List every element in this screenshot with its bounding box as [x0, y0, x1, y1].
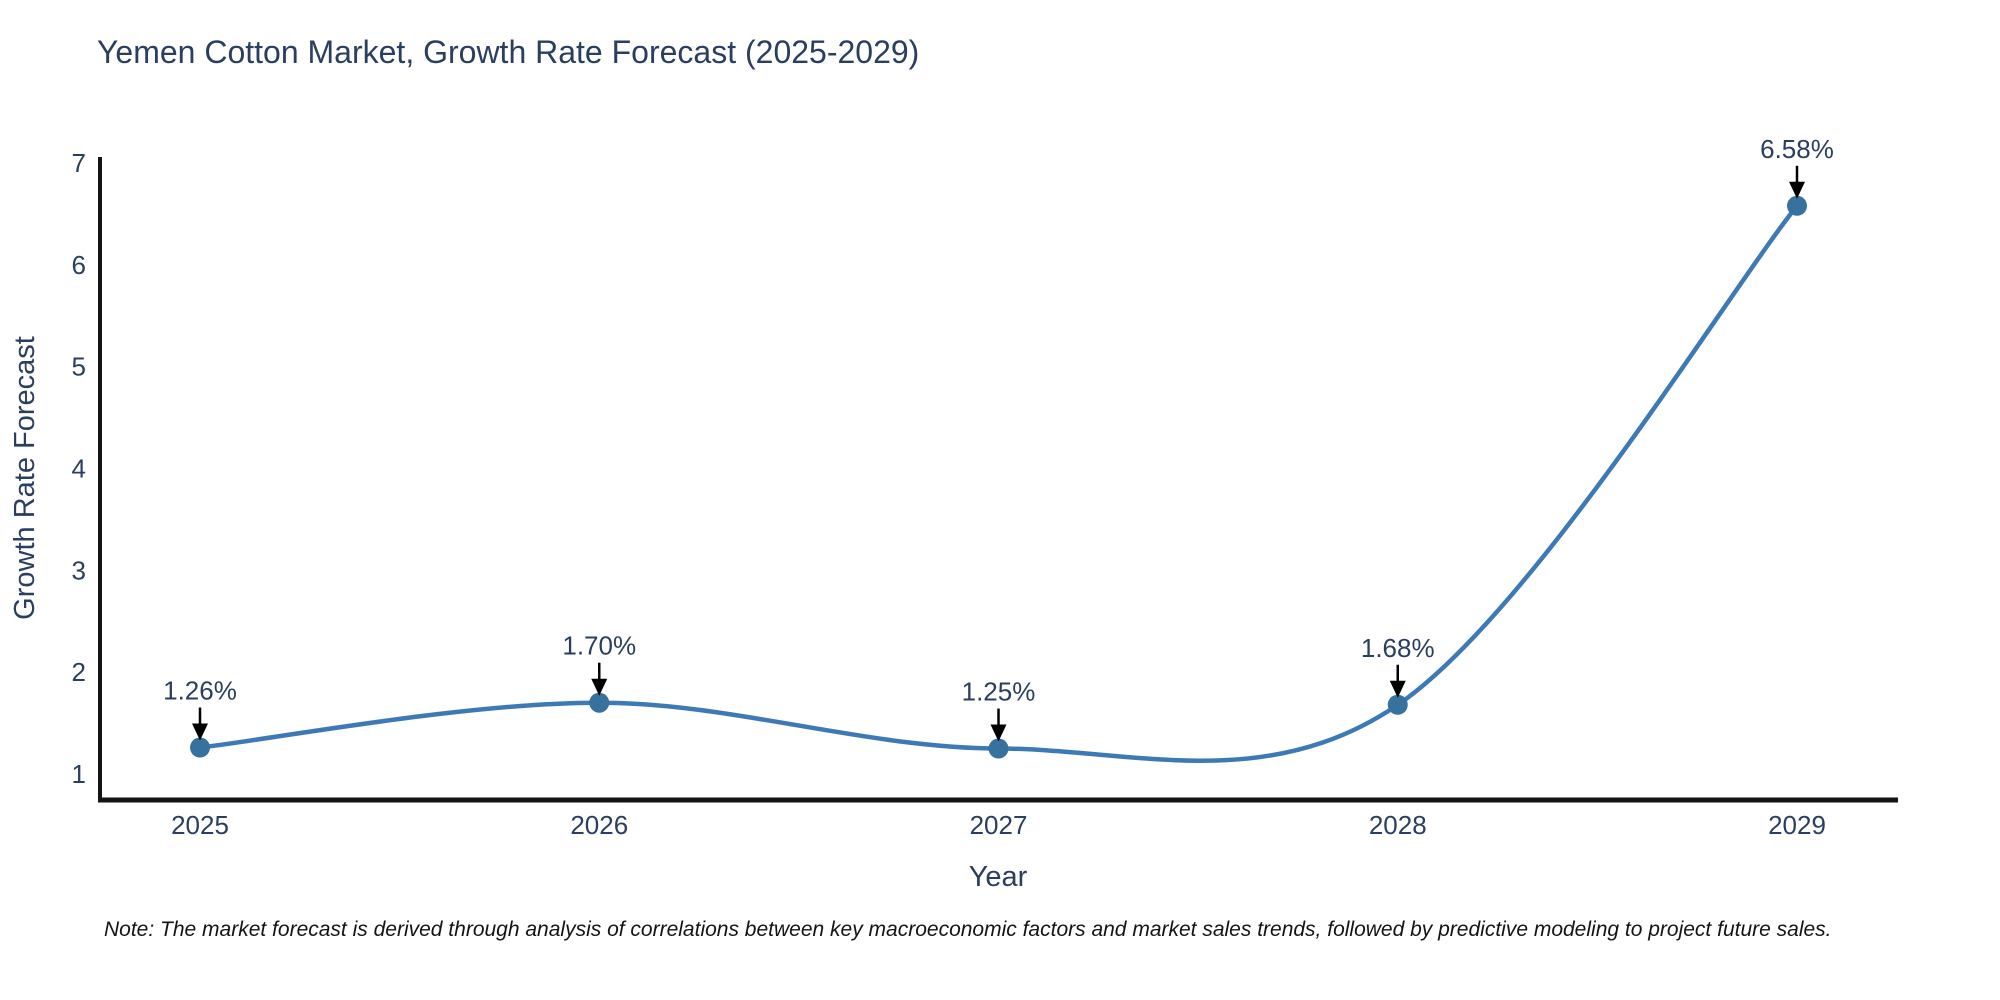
y-tick-label: 1: [72, 759, 86, 789]
annotation-arrowhead: [192, 723, 208, 741]
y-axis-title: Growth Rate Forecast: [9, 336, 41, 620]
data-point-marker: [1787, 195, 1807, 216]
x-tick-label: 2025: [171, 810, 229, 840]
point-annotation: 6.58%: [1760, 134, 1834, 164]
annotation-arrowhead: [1389, 680, 1406, 698]
chart-title: Yemen Cotton Market, Growth Rate Forecas…: [97, 34, 920, 70]
data-point-marker: [1387, 694, 1408, 715]
annotation-arrowhead: [1789, 181, 1805, 199]
x-tick-label: 2028: [1369, 810, 1427, 840]
x-tick-label: 2026: [570, 810, 628, 840]
y-tick-label: 5: [72, 352, 86, 382]
x-tick-label: 2029: [1768, 810, 1826, 840]
y-tick-label: 3: [72, 555, 86, 585]
x-axis-title: Year: [969, 861, 1028, 893]
annotation-arrowhead: [591, 678, 608, 696]
data-point-marker: [988, 738, 1009, 759]
point-annotation: 1.70%: [562, 631, 636, 661]
point-annotation: 1.25%: [962, 677, 1036, 707]
plot-area: 1 2 3 4 5 6 7 2025 2026 2027 2028 2029 1.26% 1.70% 1.2…: [72, 134, 1834, 840]
y-tick-label: 4: [72, 454, 86, 484]
footnote: Note: The market forecast is derived thr…: [104, 918, 1832, 941]
y-tick-label: 7: [72, 148, 86, 178]
x-tick-label: 2027: [970, 810, 1028, 840]
point-annotation: 1.68%: [1361, 633, 1435, 663]
data-point-marker: [589, 692, 610, 713]
point-annotation: 1.26%: [163, 676, 237, 706]
annotation-arrowhead: [990, 724, 1007, 742]
curve-path: [197, 203, 1800, 763]
y-tick-label: 6: [72, 250, 86, 280]
y-tick-label: 2: [72, 657, 86, 687]
data-point-marker: [190, 737, 210, 758]
